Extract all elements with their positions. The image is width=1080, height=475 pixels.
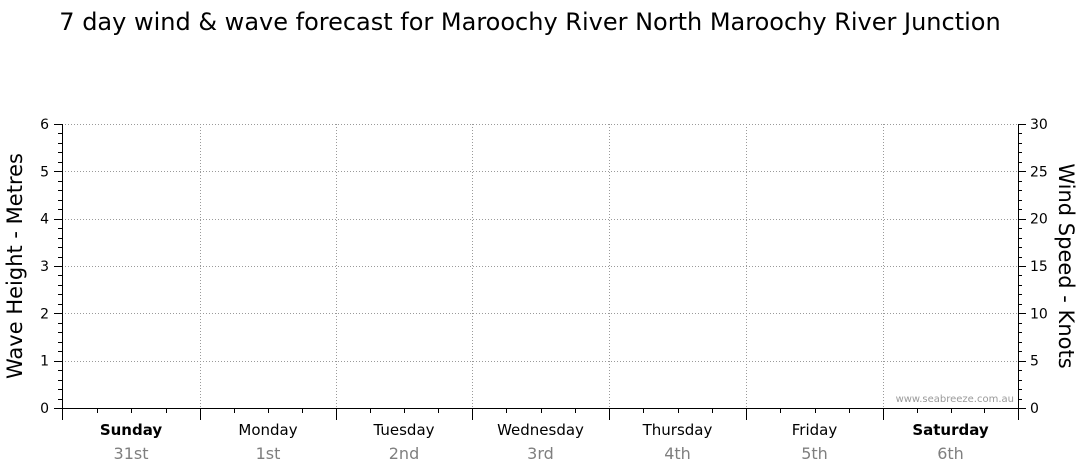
day-name-label: Saturday [912,421,989,439]
day-date-label: 3rd [527,444,554,463]
day-name-label: Friday [792,421,838,439]
day-name-label: Thursday [642,421,713,439]
left-tick-label: 1 [40,354,49,370]
left-axis-title: Wave Height - Metres [3,153,27,379]
watermark: www.seabreeze.com.au [896,394,1014,405]
right-tick-label: 15 [1030,259,1048,275]
left-tick-label: 4 [40,212,49,228]
right-tick-label: 5 [1030,354,1039,370]
right-axis-ticks: 0 5 10 15 20 25 30 [1018,117,1048,417]
right-tick-label: 25 [1030,164,1048,180]
grid [62,124,1018,408]
left-tick-label: 3 [40,259,49,275]
right-axis-title: Wind Speed - Knots [1054,163,1078,368]
right-tick-label: 20 [1030,212,1048,228]
left-tick-label: 6 [40,117,49,133]
right-tick-label: 10 [1030,306,1048,322]
right-tick-label: 0 [1030,401,1039,417]
left-tick-label: 5 [40,164,49,180]
day-date-label: 5th [801,444,828,463]
day-date-label: 2nd [389,444,419,463]
left-tick-label: 2 [40,306,49,322]
left-axis-ticks: 0 1 2 3 4 5 6 [40,117,62,417]
chart-title: 7 day wind & wave forecast for Maroochy … [59,8,1000,36]
left-tick-label: 0 [40,401,49,417]
day-name-label: Wednesday [497,421,584,439]
day-labels: Sunday 31st Monday 1st Tuesday 2nd Wednesday 3r… [100,421,989,463]
day-date-label: 6th [937,444,964,463]
day-date-label: 31st [114,444,149,463]
day-date-label: 4th [664,444,691,463]
day-date-label: 1st [256,444,281,463]
right-tick-label: 30 [1030,117,1048,133]
day-name-label: Sunday [100,421,163,439]
day-name-label: Tuesday [372,421,434,439]
day-name-label: Monday [238,421,297,439]
axes [62,124,1019,420]
